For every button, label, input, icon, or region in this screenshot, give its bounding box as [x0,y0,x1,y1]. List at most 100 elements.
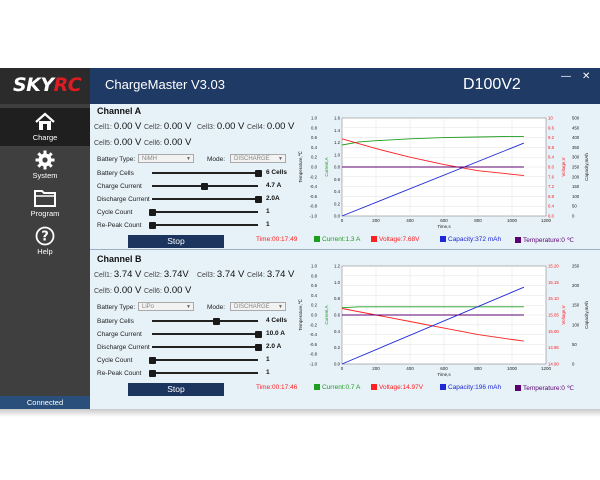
temperature-tick-label: 0.6 [311,283,318,288]
slider-track[interactable] [152,211,258,213]
slider-thumb[interactable] [149,221,156,229]
voltage-axis-label: Voltage,V [561,305,566,324]
sidebar-item-label: System [32,171,58,180]
current-tick-label: 0.6 [334,177,341,182]
cell-value: 0.00 V [216,121,245,132]
capacity-tick-label: 350 [572,145,580,150]
voltage-tick-label: 8.0 [548,165,555,170]
cell-value: 0.00 V [163,121,192,132]
home-icon [35,112,55,130]
cell-value: 0.00 V [113,137,142,148]
mode-select[interactable]: DISCHARGE ▼ [230,154,286,163]
voltage-tick-label: 15.10 [548,296,559,301]
chevron-down-icon: ▼ [278,156,283,162]
battery-type-label: Battery Type: [97,304,136,311]
cell-label: Cell3: [197,272,215,279]
voltage-tick-label: 7.6 [548,174,555,179]
x-tick-label: 800 [474,366,482,371]
slider-thumb[interactable] [255,195,262,203]
voltage-legend-swatch [371,236,377,243]
slider-thumb[interactable] [200,182,208,190]
x-tick-label: 200 [372,218,380,223]
slider-thumb[interactable] [149,369,156,377]
slider-thumb[interactable] [212,317,220,325]
mode-select[interactable]: DISCHARGE ▼ [230,302,286,311]
cell-voltage: Cell4: 0.00 V [247,121,294,132]
title-bar: ChargeMaster V3.03 D100V2 — ✕ [90,68,600,104]
folder-icon [34,190,56,207]
slider-thumb[interactable] [255,169,262,177]
status-temperature: Temperature:0 ℃ [515,236,574,244]
x-axis-label: Time,s [437,224,451,229]
status-voltage: Voltage:7.68V [371,236,419,243]
x-tick-label: 200 [372,366,380,371]
slider-track[interactable] [152,198,258,200]
temperature-tick-label: -1.0 [310,214,318,219]
temperature-tick-label: 0.2 [311,155,318,160]
slider-track[interactable] [152,320,258,322]
stop-button[interactable]: Stop [128,235,224,248]
slider-thumb[interactable] [255,343,262,351]
slider-value: 2.0A [266,195,280,202]
current-tick-label: 0.8 [334,296,341,301]
cell-label: Cell1: [94,124,112,131]
slider-track[interactable] [152,224,258,226]
x-tick-label: 1000 [507,366,518,371]
status-voltage-text: Voltage:14.97V [379,384,424,391]
capacity-legend-swatch [440,384,446,391]
status-time: Time:00:17:46 [256,384,298,391]
slider-value: 2.0 A [266,343,282,350]
current-tick-label: 1.4 [334,128,341,133]
capacity-tick-label: 200 [572,283,580,288]
sidebar-item-help[interactable]: ? Help [0,222,90,260]
current-tick-label: 0.4 [334,189,341,194]
slider-thumb[interactable] [255,330,262,338]
slider-track[interactable] [152,346,258,348]
cell-label: Cell4: [247,272,265,279]
x-tick-label: 1200 [541,366,552,371]
device-model: D100V2 [463,76,521,93]
battery-type-value: NiMH [142,156,157,162]
slider-thumb[interactable] [149,208,156,216]
voltage-tick-label: 14.90 [548,362,559,367]
slider-value: 1 [266,356,270,363]
slider-track[interactable] [152,359,258,361]
logo-text-b: RC [53,74,82,96]
mode-value: DISCHARGE [234,156,270,162]
voltage-tick-label: 6.4 [548,204,555,209]
capacity-tick-label: 150 [572,303,580,308]
sidebar-item-system[interactable]: System [0,146,90,184]
slider-track[interactable] [152,333,258,335]
temperature-tick-label: -0.6 [310,194,318,199]
slider-value: 4.7 A [266,182,282,189]
temperature-tick-label: -0.2 [310,322,318,327]
status-current: Current:1.3 A [314,236,360,243]
capacity-tick-label: 50 [572,342,577,347]
voltage-tick-label: 9.2 [548,135,555,140]
app-window: SKYRC Charge System [0,68,600,409]
voltage-tick-label: 8.4 [548,155,555,160]
stop-button[interactable]: Stop [128,383,224,396]
x-tick-label: 1200 [541,218,552,223]
temperature-legend-swatch [515,237,521,244]
close-button[interactable]: ✕ [582,71,591,82]
sidebar-item-charge[interactable]: Charge [0,108,90,146]
x-axis-label: Time,s [437,372,451,377]
slider-track[interactable] [152,172,258,174]
status-current-text: Current:0.7 A [322,384,361,391]
capacity-tick-label: 300 [572,155,580,160]
slider-thumb[interactable] [149,356,156,364]
current-tick-label: 0.2 [334,345,341,350]
cell-label: Cell6: [144,140,162,147]
battery-type-select[interactable]: NiMH ▼ [138,154,194,163]
minimize-button[interactable]: — [561,71,571,82]
cell-value: 3.74 V [113,269,142,280]
sidebar-item-program[interactable]: Program [0,184,90,222]
slider-value: 1 [266,208,270,215]
slider-track[interactable] [152,372,258,374]
current-tick-label: 0.0 [334,362,341,367]
svg-text:?: ? [41,230,49,245]
cell-voltage: Cell6: 0.00 V [144,137,191,148]
status-capacity: Capacity:196 mAh [440,384,501,391]
battery-type-select[interactable]: LiPo ▼ [138,302,194,311]
